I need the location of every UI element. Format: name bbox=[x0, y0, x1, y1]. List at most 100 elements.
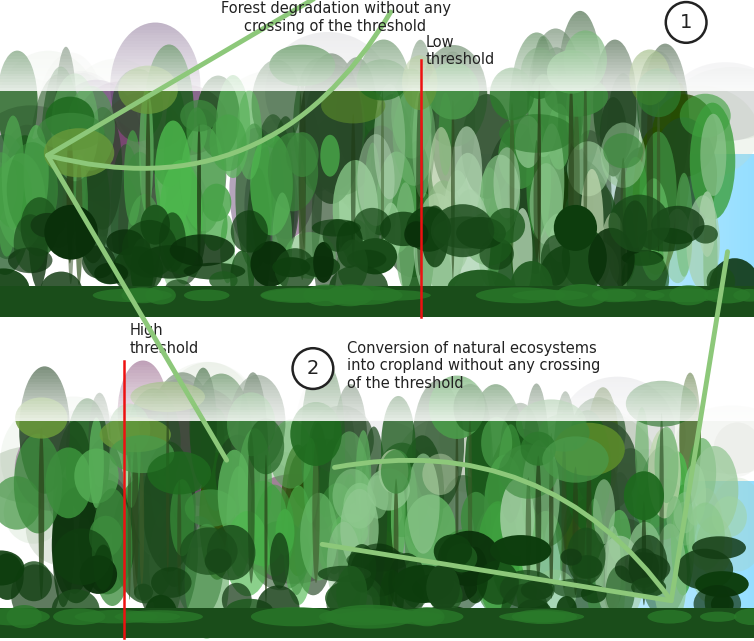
Text: 2: 2 bbox=[307, 359, 319, 378]
Bar bbox=[652, 154, 656, 286]
Ellipse shape bbox=[364, 142, 382, 258]
Ellipse shape bbox=[295, 374, 348, 495]
Ellipse shape bbox=[470, 396, 493, 552]
Ellipse shape bbox=[389, 138, 488, 196]
Ellipse shape bbox=[575, 421, 637, 512]
Bar bbox=[494, 154, 498, 286]
Ellipse shape bbox=[522, 537, 541, 579]
Ellipse shape bbox=[260, 288, 336, 303]
Bar bbox=[474, 481, 478, 608]
Bar bbox=[700, 154, 704, 286]
Ellipse shape bbox=[88, 393, 111, 487]
Ellipse shape bbox=[648, 610, 691, 624]
Ellipse shape bbox=[38, 428, 44, 599]
Ellipse shape bbox=[559, 377, 675, 483]
Ellipse shape bbox=[499, 114, 575, 153]
Bar bbox=[434, 481, 438, 608]
Ellipse shape bbox=[404, 494, 456, 567]
Bar bbox=[565, 481, 569, 608]
Ellipse shape bbox=[481, 417, 512, 469]
Bar bbox=[725, 154, 729, 286]
Ellipse shape bbox=[472, 504, 522, 615]
Ellipse shape bbox=[53, 421, 96, 594]
Bar bbox=[717, 481, 721, 608]
Ellipse shape bbox=[501, 584, 548, 638]
Ellipse shape bbox=[654, 524, 687, 629]
Ellipse shape bbox=[526, 478, 531, 581]
Bar bbox=[0, 410, 754, 412]
Bar bbox=[426, 154, 430, 286]
Bar bbox=[508, 154, 511, 286]
Bar bbox=[624, 154, 627, 286]
Bar bbox=[712, 154, 716, 286]
Ellipse shape bbox=[272, 192, 293, 290]
Ellipse shape bbox=[201, 184, 231, 222]
Ellipse shape bbox=[299, 53, 363, 204]
Ellipse shape bbox=[508, 449, 535, 520]
Bar bbox=[703, 154, 706, 286]
Ellipse shape bbox=[37, 53, 106, 188]
Ellipse shape bbox=[560, 495, 626, 628]
Ellipse shape bbox=[301, 359, 345, 530]
Ellipse shape bbox=[254, 485, 295, 576]
Ellipse shape bbox=[608, 448, 654, 546]
Ellipse shape bbox=[624, 389, 686, 481]
Ellipse shape bbox=[326, 604, 415, 629]
Ellipse shape bbox=[109, 404, 150, 455]
Text: Forest degradation without any
crossing of the threshold: Forest degradation without any crossing … bbox=[220, 1, 451, 34]
Ellipse shape bbox=[426, 564, 460, 611]
Ellipse shape bbox=[75, 449, 118, 503]
Bar bbox=[426, 481, 430, 608]
Ellipse shape bbox=[251, 607, 339, 626]
Bar bbox=[429, 154, 433, 286]
Bar bbox=[0, 62, 754, 65]
Ellipse shape bbox=[15, 397, 68, 438]
Ellipse shape bbox=[197, 124, 201, 266]
Bar bbox=[644, 481, 647, 608]
Ellipse shape bbox=[66, 398, 109, 518]
Ellipse shape bbox=[52, 589, 100, 630]
Ellipse shape bbox=[624, 471, 664, 520]
Bar bbox=[553, 154, 556, 286]
Ellipse shape bbox=[526, 122, 551, 239]
Ellipse shape bbox=[538, 83, 541, 267]
Ellipse shape bbox=[567, 528, 605, 585]
Ellipse shape bbox=[465, 384, 526, 547]
Ellipse shape bbox=[51, 119, 152, 237]
Ellipse shape bbox=[20, 367, 70, 494]
Bar bbox=[689, 154, 693, 286]
Bar bbox=[602, 154, 605, 286]
Bar bbox=[457, 481, 461, 608]
Bar bbox=[0, 82, 754, 85]
Bar bbox=[0, 15, 754, 18]
Ellipse shape bbox=[0, 51, 100, 172]
Ellipse shape bbox=[383, 173, 442, 278]
Bar bbox=[531, 481, 534, 608]
Bar bbox=[664, 481, 667, 608]
Ellipse shape bbox=[447, 544, 477, 572]
Bar bbox=[703, 481, 706, 608]
Ellipse shape bbox=[671, 62, 754, 141]
Ellipse shape bbox=[488, 208, 525, 244]
Ellipse shape bbox=[312, 219, 360, 237]
Bar bbox=[0, 407, 754, 410]
Ellipse shape bbox=[603, 133, 643, 168]
Ellipse shape bbox=[45, 447, 92, 519]
Ellipse shape bbox=[343, 483, 376, 529]
Ellipse shape bbox=[174, 516, 223, 618]
Ellipse shape bbox=[139, 89, 154, 213]
Bar bbox=[423, 154, 427, 286]
Ellipse shape bbox=[428, 127, 454, 244]
Ellipse shape bbox=[210, 114, 247, 171]
Bar bbox=[437, 481, 441, 608]
Ellipse shape bbox=[705, 583, 730, 620]
Ellipse shape bbox=[391, 69, 432, 158]
Bar bbox=[525, 481, 529, 608]
Ellipse shape bbox=[545, 69, 602, 163]
Ellipse shape bbox=[326, 522, 361, 607]
Ellipse shape bbox=[463, 212, 514, 265]
Bar bbox=[418, 154, 421, 286]
Bar bbox=[0, 65, 754, 68]
Ellipse shape bbox=[421, 180, 465, 293]
Ellipse shape bbox=[220, 69, 339, 153]
